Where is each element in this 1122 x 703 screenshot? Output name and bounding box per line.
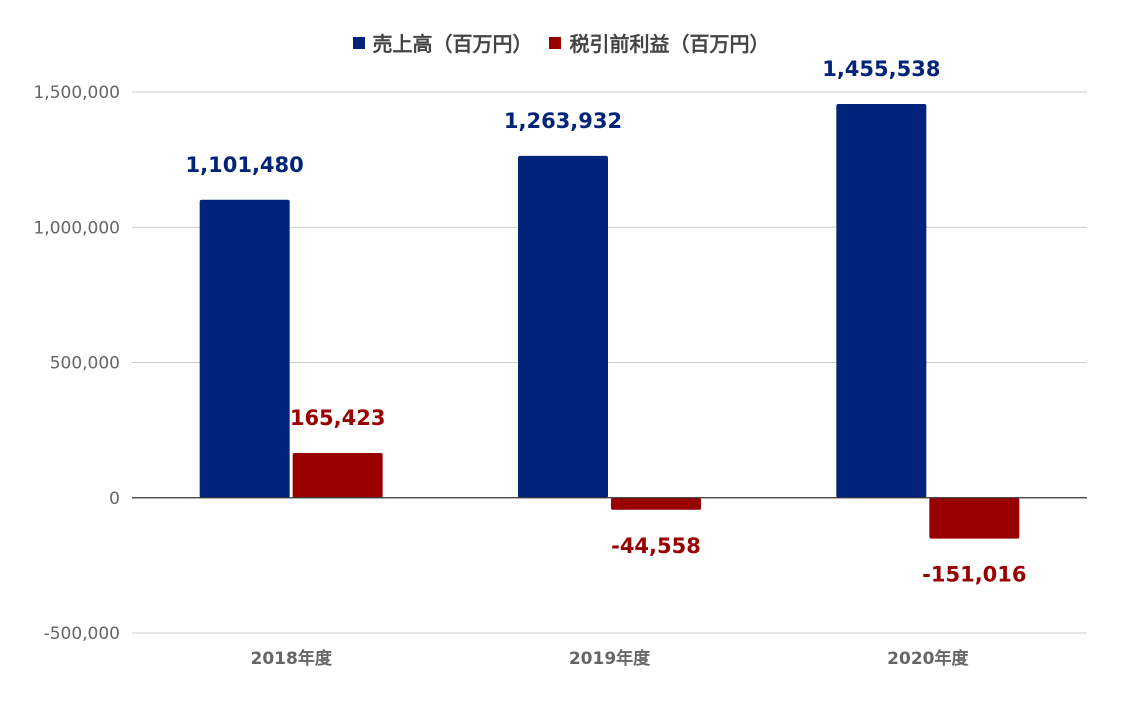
y-tick-label: 1,000,000 — [33, 218, 120, 238]
data-label: -151,016 — [922, 563, 1026, 587]
data-label: -44,558 — [611, 534, 701, 558]
data-label: 1,263,932 — [504, 109, 622, 133]
bar — [929, 497, 1020, 539]
legend-swatch-sales — [352, 36, 365, 49]
y-tick-label: -500,000 — [44, 624, 120, 644]
legend-item-pretax-profit[interactable]: 税引前利益（百万円） — [549, 28, 769, 57]
data-label: 1,101,480 — [186, 153, 304, 177]
legend-item-sales[interactable]: 売上高（百万円） — [352, 28, 533, 57]
y-tick-label: 500,000 — [50, 354, 120, 374]
bar — [518, 155, 608, 498]
y-tick-label: 0 — [109, 489, 120, 509]
x-category-label: 2018年度 — [251, 648, 333, 669]
x-category-label: 2019年度 — [569, 648, 651, 669]
data-label: 165,423 — [290, 406, 386, 430]
bar — [292, 453, 383, 498]
y-tick-label: 1,500,000 — [33, 83, 120, 103]
x-category-label: 2020年度 — [887, 648, 969, 669]
legend-swatch-pretax-profit — [549, 36, 562, 49]
data-label: 1,455,538 — [822, 57, 940, 81]
bar — [836, 104, 927, 498]
chart-legend: 売上高（百万円） 税引前利益（百万円） — [0, 28, 1122, 57]
legend-label-pretax-profit: 税引前利益（百万円） — [569, 32, 770, 56]
legend-label-sales: 売上高（百万円） — [372, 32, 533, 56]
bar — [611, 497, 701, 510]
bar — [199, 199, 290, 498]
